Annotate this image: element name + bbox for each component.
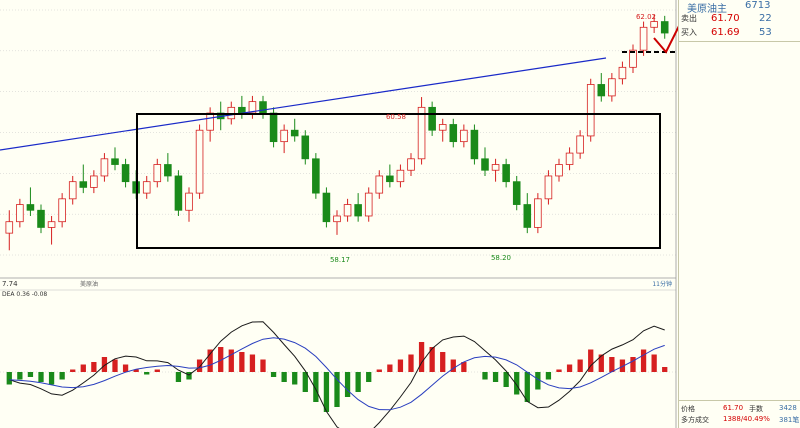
candle-body [259,101,267,114]
candle-body [206,112,214,131]
candle-body [639,26,648,51]
label-high: 62.02 [636,13,656,21]
candle-body [470,129,479,160]
candle-body [301,135,310,160]
hands-label: 手数 [749,405,763,413]
panel-divider-top [679,41,800,42]
candle-body [164,164,172,177]
label-mid-high: 60.58 [386,113,406,121]
hands-value: 3428 [779,404,797,412]
price-label: 价格 [681,405,695,413]
label-symbol: 美原油 [80,280,98,288]
candle-body [5,221,14,234]
candle-body [111,158,119,165]
candle-body [269,112,278,143]
candle-body [491,164,500,171]
longshort-stat-row: 多方成交 1388/40.49% 381笔 [679,415,800,426]
sell-volume: 22 [759,13,772,24]
candle-body [185,192,193,211]
label-low-1: 58.17 [330,256,350,264]
candle-body [174,175,183,211]
candle-body [322,192,331,223]
candle-body [195,129,204,194]
sell-row: 卖出 61.70 22 [679,13,800,26]
candle-body [290,129,299,137]
candle-body [386,175,394,183]
candle-body [597,84,606,97]
candle-body [79,181,88,188]
buy-volume: 53 [759,27,772,38]
label-interval: 11分钟 [652,280,672,288]
candle-body [375,175,384,194]
sell-label: 卖出 [681,14,697,23]
candle-body [153,164,162,183]
longshort-count: 381笔 [779,416,800,424]
dif-line [9,321,665,428]
candle-body [396,169,405,183]
candle-body [238,106,246,114]
dea-line [9,337,665,411]
price-stat-row: 价格 61.70 手数 3428 [679,404,800,415]
buy-label: 买入 [681,28,697,37]
range-box [136,113,661,249]
candle-body [523,204,532,228]
symbol-code: 6713 [745,0,771,11]
candle-body [16,204,24,223]
candle-body [47,221,56,228]
trend-line [0,57,607,151]
candle-body [544,175,553,200]
candle-body [576,135,584,154]
candle-body [608,78,616,97]
candle-body [343,204,352,217]
buy-price: 61.69 [711,27,740,38]
candle-body [90,175,98,188]
macd-histogram [6,342,668,412]
candle-body [312,158,320,194]
candle-body [68,181,77,200]
candle-body [449,124,458,143]
candle-body [58,198,66,223]
longshort-value: 1388/40.49% [723,415,770,423]
candle-body [460,129,468,143]
candle-body [354,204,362,217]
candle-body [438,124,447,131]
candle-body [512,181,521,205]
chart-labels: 62.02 60.58 58.17 58.20 7.74 美原油 11分钟 DEA 0.36 … [2,13,700,370]
candle-body [618,66,627,80]
chart-grid [0,0,677,428]
candle-body [660,21,669,34]
candle-body [121,164,130,183]
candle-body [26,204,35,211]
candle-body [364,192,373,217]
label-left: 7.74 [2,280,18,288]
candle-body [333,215,341,223]
candle-body [650,21,658,28]
candle-body [407,158,415,171]
candle-body [37,209,45,228]
candle-body [565,152,574,165]
candle-body [481,158,489,171]
panel-divider-bottom [679,400,800,401]
macd-lines [9,321,665,428]
label-macd: DEA 0.36 -0.08 [2,291,47,298]
candle-body [586,84,595,137]
candle-body [428,106,436,131]
candle-body [417,106,426,160]
symbol-name: 美原油主 [687,4,727,15]
candle-body [502,164,510,183]
candle-body [629,49,637,68]
label-low-2: 58.20 [491,254,511,262]
buy-row: 买入 61.69 53 [679,27,800,40]
candle-body [534,198,542,228]
sell-price: 61.70 [711,13,740,24]
quote-header: 美原油主 6713 [679,0,800,15]
candle-body [142,181,151,194]
candle-body [555,164,563,177]
longshort-label: 多方成交 [681,416,709,424]
candle-body [100,158,109,177]
quote-panel: 美原油主 6713 卖出 61.70 22 买入 61.69 53 价格 61.… [678,0,800,428]
candle-body [280,129,288,143]
price-value: 61.70 [723,404,744,412]
